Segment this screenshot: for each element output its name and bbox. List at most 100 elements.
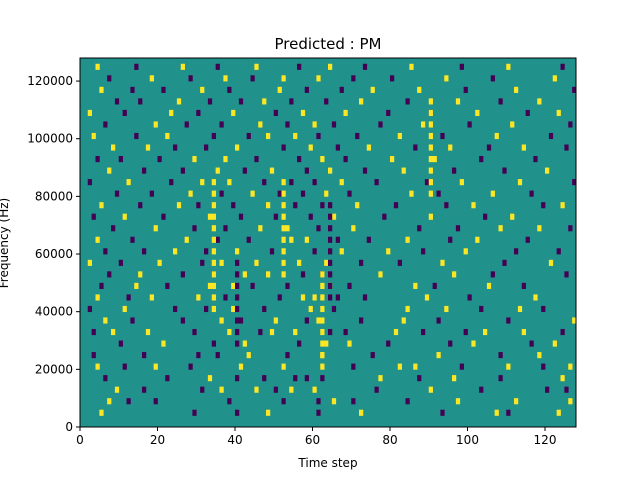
cell-low bbox=[320, 202, 325, 209]
cell-high bbox=[281, 363, 286, 370]
x-axis-label: Time step bbox=[297, 456, 357, 470]
cell-low bbox=[273, 109, 278, 117]
y-axis: 0 20000 40000 60000 80000 100000 120000 bbox=[27, 74, 80, 434]
cell-low bbox=[304, 86, 309, 93]
cell-high bbox=[219, 317, 224, 324]
cell-high bbox=[211, 179, 216, 186]
cell-low bbox=[273, 213, 278, 220]
cell-high bbox=[428, 190, 433, 197]
cell-high bbox=[211, 271, 216, 278]
cell-high bbox=[494, 132, 499, 140]
cell-high bbox=[258, 225, 263, 232]
cell-low bbox=[417, 225, 422, 232]
cell-low bbox=[300, 271, 306, 278]
cell-high bbox=[242, 271, 247, 278]
cell-high bbox=[548, 259, 554, 266]
cell-high bbox=[347, 340, 352, 347]
cell-low bbox=[440, 132, 445, 140]
cell-high bbox=[308, 305, 313, 313]
cell-low bbox=[87, 305, 92, 313]
cell-low bbox=[328, 271, 333, 278]
cell-high bbox=[157, 259, 162, 266]
cell-low bbox=[362, 167, 368, 174]
cell-high bbox=[293, 328, 298, 336]
cell-high bbox=[393, 328, 399, 336]
chart-title: Predicted : PM bbox=[275, 35, 382, 53]
cell-high bbox=[300, 109, 306, 117]
cell-low bbox=[564, 271, 569, 278]
cell-low bbox=[572, 179, 577, 186]
cell-low bbox=[297, 340, 302, 347]
cell-high bbox=[514, 86, 519, 93]
cell-low bbox=[486, 144, 492, 151]
cell-high bbox=[455, 398, 461, 405]
cell-high bbox=[390, 156, 395, 163]
cell-low bbox=[87, 179, 92, 186]
x-tick-label: 20 bbox=[150, 433, 165, 447]
x-tick-label: 0 bbox=[76, 433, 84, 447]
cell-high bbox=[409, 63, 414, 70]
cell-low bbox=[184, 121, 189, 128]
cell-low bbox=[180, 271, 185, 278]
cell-low bbox=[180, 317, 185, 324]
cell-high bbox=[475, 236, 480, 243]
cell-high bbox=[331, 213, 337, 220]
cell-low bbox=[262, 305, 267, 313]
cell-low bbox=[157, 156, 162, 163]
cell-high bbox=[498, 225, 503, 232]
cell-low bbox=[397, 259, 402, 266]
cell-low bbox=[436, 317, 441, 324]
cell-high bbox=[200, 86, 205, 93]
x-tick-label: 40 bbox=[227, 433, 242, 447]
cell-high bbox=[281, 236, 286, 243]
cell-low bbox=[138, 98, 143, 105]
cell-high bbox=[440, 259, 445, 266]
cell-high bbox=[211, 236, 216, 243]
cell-low bbox=[312, 179, 317, 186]
cell-low bbox=[95, 156, 100, 163]
cell-low bbox=[250, 282, 255, 289]
cell-low bbox=[192, 409, 197, 416]
cell-low bbox=[223, 294, 228, 301]
cell-low bbox=[103, 375, 108, 382]
cell-high bbox=[304, 236, 309, 243]
cell-high bbox=[328, 63, 333, 70]
cell-low bbox=[328, 236, 333, 243]
cell-high bbox=[428, 213, 433, 220]
cell-high bbox=[428, 109, 433, 117]
cell-low bbox=[107, 271, 112, 278]
cell-high bbox=[91, 132, 96, 140]
cell-low bbox=[161, 86, 166, 93]
cell-high bbox=[521, 328, 526, 336]
cell-high bbox=[138, 271, 143, 278]
cell-low bbox=[130, 317, 135, 324]
cell-high bbox=[320, 328, 325, 336]
cell-low bbox=[572, 86, 577, 93]
cell-low bbox=[250, 75, 255, 82]
cell-low bbox=[211, 132, 216, 140]
cell-low bbox=[114, 190, 120, 197]
cell-low bbox=[452, 167, 457, 174]
cell-high bbox=[312, 121, 317, 128]
cell-high bbox=[281, 225, 286, 232]
cell-high bbox=[207, 213, 213, 220]
cell-low bbox=[324, 98, 329, 105]
cell-low bbox=[424, 179, 430, 186]
cell-high bbox=[134, 282, 139, 289]
cell-low bbox=[204, 248, 209, 255]
cell-high bbox=[428, 132, 433, 140]
cell-high bbox=[444, 75, 449, 82]
cell-low bbox=[103, 121, 108, 128]
cell-high bbox=[145, 144, 151, 151]
cell-high bbox=[514, 398, 519, 405]
cell-high bbox=[320, 271, 325, 278]
cell-high bbox=[378, 375, 383, 382]
cell-low bbox=[235, 328, 240, 336]
cell-low bbox=[188, 363, 193, 370]
cell-high bbox=[510, 121, 515, 128]
cell-high bbox=[537, 352, 542, 359]
cell-high bbox=[459, 179, 464, 186]
cell-high bbox=[215, 167, 220, 174]
cell-high bbox=[545, 167, 550, 174]
